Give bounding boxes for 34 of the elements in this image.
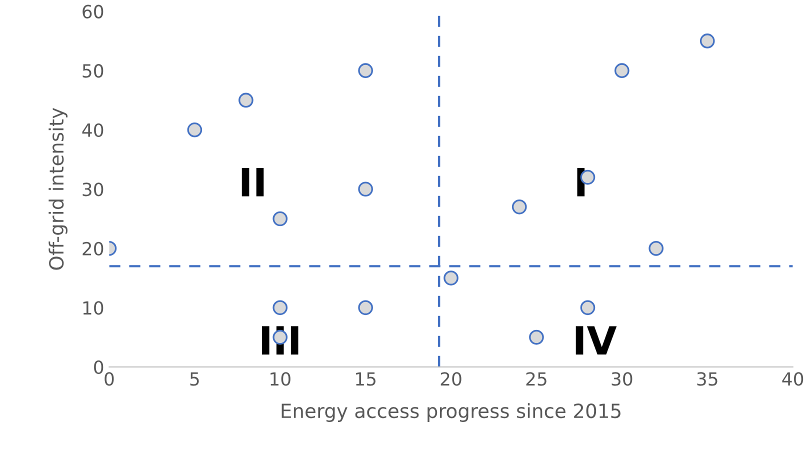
point bbox=[272, 211, 288, 226]
x-tick-label: 0 bbox=[104, 372, 114, 386]
point bbox=[700, 34, 715, 48]
point bbox=[512, 199, 527, 214]
y-tick-label: 50 bbox=[82, 64, 104, 78]
point bbox=[580, 300, 596, 316]
y-tick-label: 10 bbox=[83, 301, 104, 315]
annotation: IV bbox=[576, 326, 617, 355]
y-tick-label: 0 bbox=[94, 360, 104, 374]
y-tick-label: 60 bbox=[82, 4, 104, 18]
y-tick-label: 20 bbox=[82, 242, 104, 256]
annotation: II bbox=[242, 168, 264, 196]
y-axis-title: Off-grid intensity bbox=[48, 108, 68, 270]
x-tick-label: 25 bbox=[526, 372, 546, 386]
point bbox=[529, 330, 544, 345]
y-tick-label: 40 bbox=[82, 123, 104, 137]
point bbox=[648, 240, 664, 256]
point bbox=[358, 182, 373, 197]
x-tick-label: 5 bbox=[190, 372, 199, 386]
point bbox=[238, 92, 254, 108]
x-tick-label: 40 bbox=[782, 372, 804, 386]
x-tick-label: 30 bbox=[612, 372, 632, 386]
point bbox=[187, 122, 202, 138]
x-tick-label: 15 bbox=[356, 372, 376, 386]
x-tick-label: 35 bbox=[697, 372, 718, 386]
point bbox=[358, 300, 373, 316]
x-axis-title: Energy access progress since 2015 bbox=[282, 403, 620, 422]
point bbox=[358, 63, 373, 78]
y-tick-label: 30 bbox=[82, 182, 104, 196]
point bbox=[614, 63, 630, 78]
point bbox=[444, 270, 458, 286]
point bbox=[272, 300, 288, 316]
x-tick-label: 20 bbox=[440, 372, 462, 386]
x-tick-label: 10 bbox=[270, 372, 290, 386]
